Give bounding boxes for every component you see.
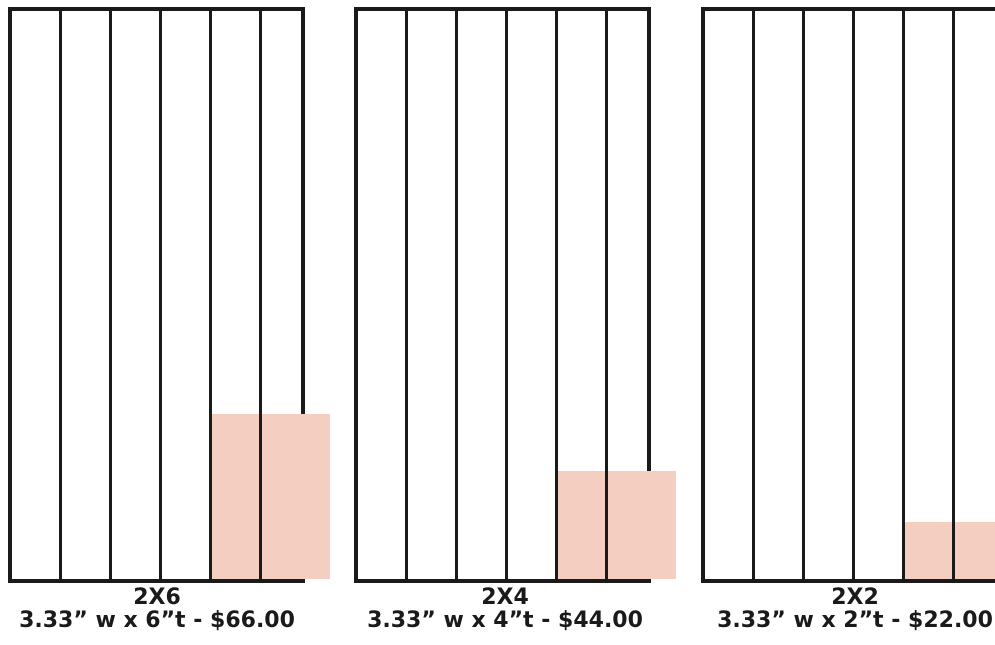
size-label-2x2: 2X2 bbox=[831, 585, 879, 610]
column-divider bbox=[952, 11, 955, 579]
panel-2x2 bbox=[701, 7, 995, 583]
filled-area-2x6 bbox=[210, 414, 330, 579]
spec-label-2x4: 3.33” w x 4”t - $44.00 bbox=[367, 608, 643, 633]
column-divider bbox=[505, 11, 508, 579]
column-divider bbox=[405, 11, 408, 579]
column-divider bbox=[605, 11, 608, 579]
size-label-2x6: 2X6 bbox=[133, 585, 181, 610]
column-divider bbox=[259, 11, 262, 579]
column-divider bbox=[209, 11, 212, 579]
panel-2x6 bbox=[8, 7, 330, 583]
column-divider bbox=[852, 11, 855, 579]
column-divider bbox=[455, 11, 458, 579]
column-divider bbox=[555, 11, 558, 579]
column-divider bbox=[109, 11, 112, 579]
filled-area-2x2 bbox=[903, 522, 995, 579]
caption-2x6: 2X6 3.33” w x 6”t - $66.00 bbox=[0, 586, 322, 632]
caption-2x2: 2X2 3.33” w x 2”t - $22.00 bbox=[690, 586, 995, 632]
size-label-2x4: 2X4 bbox=[481, 585, 529, 610]
spec-label-2x2: 3.33” w x 2”t - $22.00 bbox=[717, 608, 993, 633]
spec-label-2x6: 3.33” w x 6”t - $66.00 bbox=[19, 608, 295, 633]
column-divider bbox=[159, 11, 162, 579]
panel-2x4 bbox=[354, 7, 676, 583]
column-divider bbox=[59, 11, 62, 579]
column-divider bbox=[902, 11, 905, 579]
column-divider bbox=[752, 11, 755, 579]
column-divider bbox=[802, 11, 805, 579]
caption-2x4: 2X4 3.33” w x 4”t - $44.00 bbox=[340, 586, 670, 632]
filled-area-2x4 bbox=[556, 471, 676, 579]
